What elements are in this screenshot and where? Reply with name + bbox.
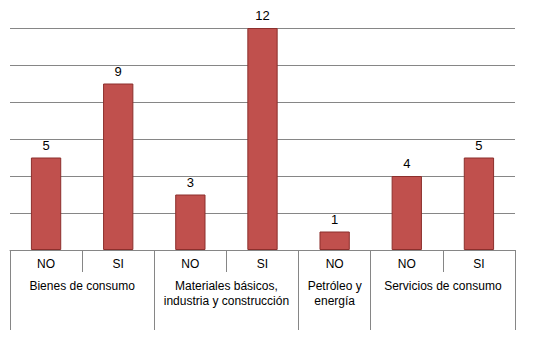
svg-text:NO: NO bbox=[326, 257, 344, 271]
svg-text:SI: SI bbox=[473, 257, 484, 271]
svg-text:SI: SI bbox=[113, 257, 124, 271]
svg-text:energía: energía bbox=[314, 294, 355, 308]
svg-text:Petróleo y: Petróleo y bbox=[308, 279, 362, 293]
svg-text:NO: NO bbox=[37, 257, 55, 271]
svg-text:5: 5 bbox=[475, 138, 482, 153]
svg-text:9: 9 bbox=[115, 64, 122, 79]
svg-text:Materiales básicos,: Materiales básicos, bbox=[175, 279, 278, 293]
svg-text:Bienes de consumo: Bienes de consumo bbox=[29, 279, 135, 293]
svg-text:3: 3 bbox=[187, 175, 194, 190]
svg-text:NO: NO bbox=[181, 257, 199, 271]
svg-text:SI: SI bbox=[257, 257, 268, 271]
svg-text:12: 12 bbox=[255, 8, 269, 23]
svg-text:5: 5 bbox=[42, 138, 49, 153]
svg-text:Servicios de consumo: Servicios de consumo bbox=[384, 279, 502, 293]
svg-text:industria y construcción: industria y construcción bbox=[164, 294, 289, 308]
svg-text:4: 4 bbox=[403, 156, 410, 171]
svg-text:1: 1 bbox=[331, 212, 338, 227]
svg-text:NO: NO bbox=[398, 257, 416, 271]
